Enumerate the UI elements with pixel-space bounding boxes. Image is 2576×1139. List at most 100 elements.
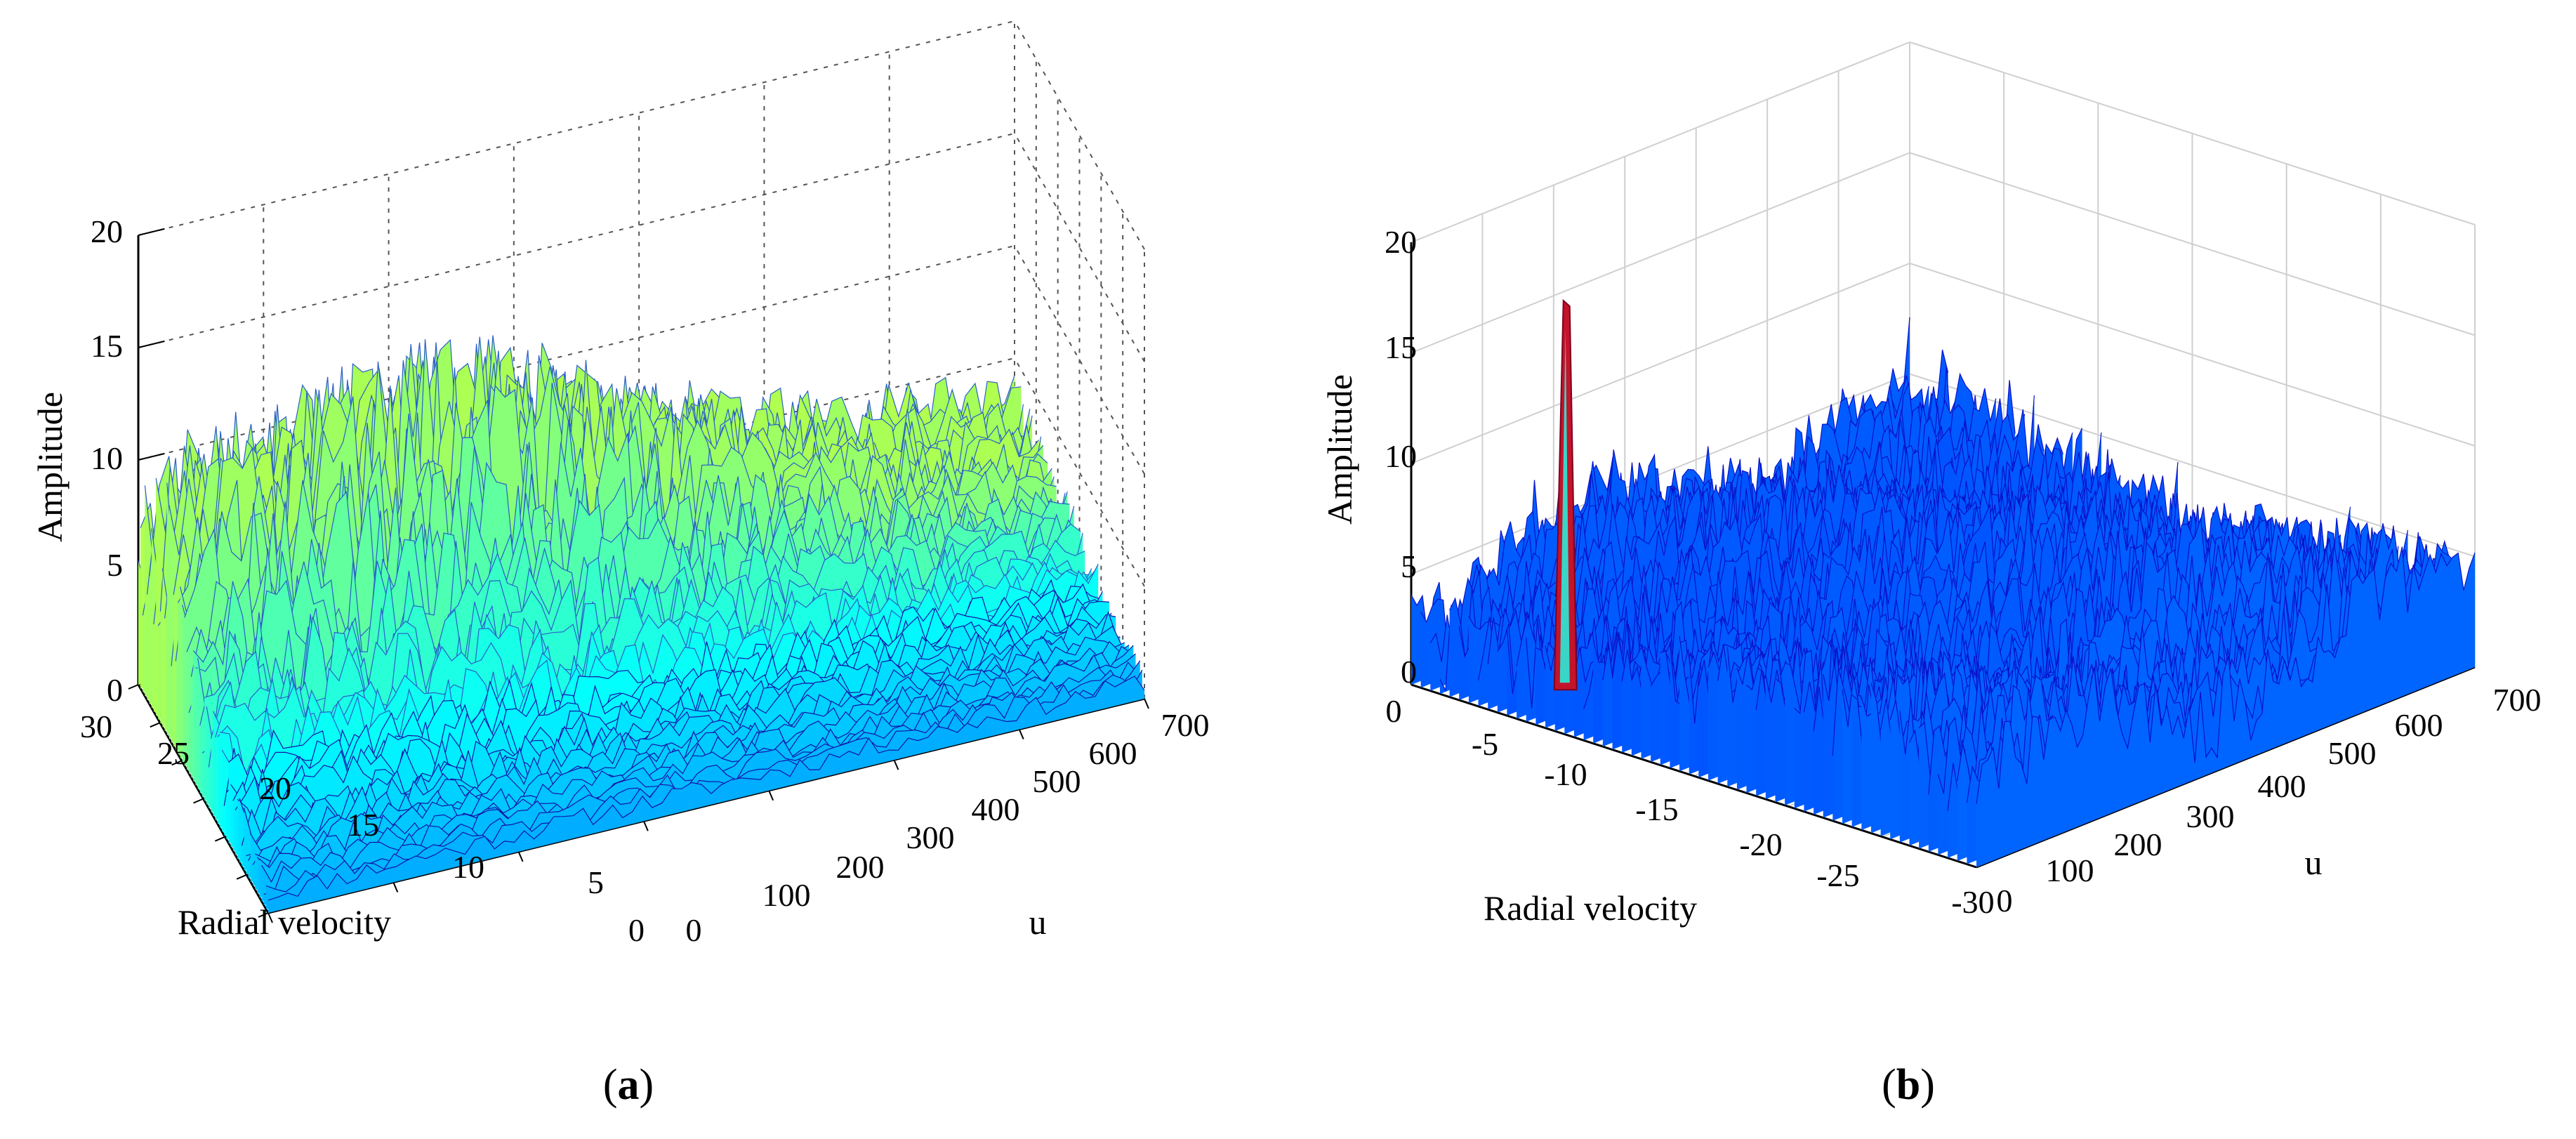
y-tick-mark	[258, 912, 269, 918]
panel-b-caption-close-paren: )	[1920, 1061, 1935, 1109]
panel-b-chart: 0 5 10 15 20 0 -5 -10 -15 -20 -25 -30 0 …	[1320, 41, 2542, 1109]
panel-a-x-tick: 700	[1161, 707, 1210, 743]
panel-a-x-tick: 0	[686, 912, 702, 948]
gridline	[1909, 373, 2476, 558]
panel-b-x-tick: 400	[2258, 768, 2306, 804]
gridline	[1014, 245, 1145, 475]
svg-text:(a): (a)	[603, 1061, 654, 1109]
panel-a-x-tick: 300	[906, 819, 955, 855]
panel-b-z-axis-title: Amplitude	[1320, 374, 1359, 525]
panel-b-surface	[1411, 298, 2476, 867]
panel-a-chart: 0 5 10 15 20 0 5 10 15 20 25 30 0 100 20…	[30, 20, 1210, 1109]
panel-a-y-tick: 25	[157, 735, 190, 771]
panel-b-z-tick: 5	[1401, 548, 1417, 584]
x-tick-mark	[392, 882, 399, 893]
gridline	[1909, 263, 2476, 447]
x-tick-mark	[642, 820, 649, 831]
panel-b-y-tick: -25	[1816, 857, 1859, 893]
panel-a-caption: (a)	[603, 1061, 654, 1109]
y-tick-mark	[150, 722, 161, 728]
surface-strip	[1976, 546, 2475, 867]
x-tick-mark	[893, 759, 899, 770]
panel-a-x-tick: 500	[1033, 763, 1081, 799]
x-tick-mark	[1018, 729, 1024, 739]
y-tick-mark	[193, 798, 204, 804]
panel-a-z-tick: 0	[107, 672, 123, 708]
panel-a-caption-open-paren: (	[603, 1061, 618, 1109]
panel-a-caption-letter: a	[618, 1061, 640, 1109]
panel-b-x-tick: 100	[2046, 852, 2094, 888]
gridline	[1014, 133, 1145, 362]
z-tick-mark	[138, 340, 165, 348]
gridline	[1411, 263, 1910, 464]
surface-mesh-line	[1420, 395, 1920, 666]
panel-b-x-tick: 500	[2328, 735, 2377, 771]
panel-a-x-tick: 100	[762, 877, 811, 913]
panel-b-z-tick: 15	[1385, 329, 1417, 365]
panel-a-z-tick: 15	[91, 328, 123, 364]
panel-b-x-tick: 600	[2395, 707, 2443, 743]
surface-mesh-line	[263, 660, 1141, 895]
panel-a-y-tick: 5	[588, 864, 604, 900]
panel-b-y-tick: -20	[1739, 827, 1782, 862]
gridline	[1411, 152, 1910, 354]
surface-mesh-line	[254, 645, 1132, 864]
x-tick-mark	[768, 790, 774, 801]
panel-b-x-tick: 300	[2186, 798, 2235, 834]
panel-b-y-tick: -10	[1544, 756, 1587, 792]
z-tick-mark	[138, 228, 165, 236]
y-tick-mark	[214, 836, 225, 842]
gridline	[1909, 152, 2476, 336]
gridline	[1014, 357, 1145, 587]
y-tick-mark	[128, 684, 139, 690]
panel-a-surface	[138, 335, 1145, 913]
peak-spike-shading	[1559, 329, 1570, 683]
panel-a-y-tick: 0	[628, 912, 645, 948]
panel-a-y-axis-title: Radial velocity	[178, 902, 391, 942]
panel-b-caption-open-paren: (	[1882, 1061, 1896, 1109]
panel-b-x-axis-title: u	[2305, 843, 2323, 882]
panel-a-z-tick: 5	[107, 547, 123, 583]
gridline	[1411, 41, 1910, 243]
gridline	[138, 133, 1015, 348]
surface-strip	[268, 676, 1144, 913]
panel-b-y-tick: -15	[1635, 791, 1678, 827]
x-tick-mark	[1144, 698, 1149, 709]
y-axis-line	[1411, 683, 1977, 869]
panel-b-z-tick: 20	[1385, 224, 1417, 260]
panel-b-z-tick: 0	[1401, 654, 1417, 690]
panel-b-caption-letter: b	[1896, 1061, 1920, 1109]
gridline	[1909, 41, 2476, 225]
gridline	[1014, 20, 1145, 250]
panel-b-y-tick: -30	[1951, 884, 1994, 920]
surface-mesh-line	[267, 676, 1145, 901]
panel-b-y-tick: -5	[1472, 726, 1498, 762]
surface-mesh-line	[1439, 388, 1939, 692]
panel-b-x-tick: 0	[1997, 883, 2013, 919]
panel-a-y-tick: 20	[259, 770, 291, 806]
panel-a-caption-close-paren: )	[640, 1061, 654, 1109]
panel-b-y-tick: 0	[1386, 693, 1402, 729]
panel-a-x-axis-title: u	[1029, 902, 1047, 942]
panel-a-z-axis-title: Amplitude	[30, 392, 70, 542]
svg-text:(b): (b)	[1882, 1061, 1935, 1109]
panel-a-y-tick: 30	[80, 709, 112, 744]
x-tick-mark	[267, 912, 273, 923]
panel-a-z-tick: 10	[91, 440, 123, 476]
z-tick-mark	[138, 452, 165, 461]
panel-b-y-axis-title: Radial velocity	[1484, 888, 1697, 928]
surface-mesh-line	[237, 616, 1114, 828]
y-tick-mark	[171, 760, 183, 766]
x-tick-mark	[517, 851, 524, 862]
gridline	[138, 20, 1015, 236]
panel-a-x-tick: 400	[972, 791, 1020, 827]
panel-b-x-tick: 700	[2493, 682, 2542, 718]
y-tick-mark	[236, 874, 247, 880]
panel-b-x-tick: 200	[2114, 827, 2162, 862]
panel-a-x-tick: 200	[836, 849, 885, 885]
panel-a-x-tick: 600	[1089, 735, 1137, 771]
surface-mesh-line	[1976, 546, 2476, 804]
panel-a-y-tick: 15	[347, 807, 379, 843]
panel-b-caption: (b)	[1882, 1061, 1935, 1109]
